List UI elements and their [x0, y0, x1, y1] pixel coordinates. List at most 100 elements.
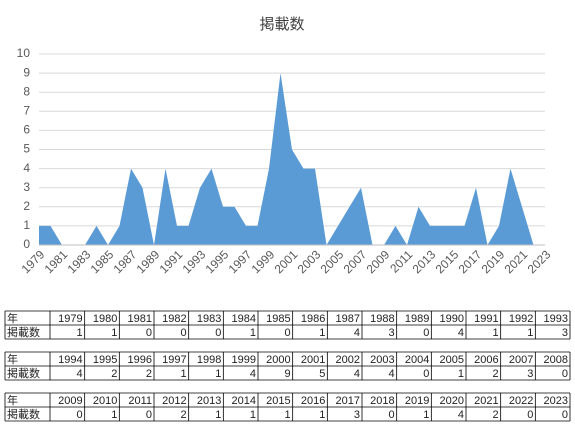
table-year: 2010	[93, 395, 117, 407]
table-value: 4	[77, 368, 83, 380]
x-tick-label: 2017	[456, 247, 485, 276]
table-value: 1	[319, 409, 325, 421]
row-label: 年	[7, 311, 18, 325]
table-year: 1995	[93, 354, 117, 366]
area	[39, 73, 545, 245]
table-value: 0	[285, 327, 291, 339]
x-tick-label: 2005	[318, 247, 347, 276]
row-label: 掲載数	[7, 366, 40, 380]
x-tick-label: 1987	[111, 247, 140, 276]
table-year: 1989	[405, 313, 429, 325]
table-year: 2020	[440, 395, 464, 407]
table-value: 2	[146, 368, 152, 380]
y-tick-label: 5	[23, 142, 30, 156]
y-tick-label: 8	[23, 84, 30, 98]
table-year: 2003	[370, 354, 394, 366]
table-value: 1	[250, 409, 256, 421]
table-year: 2021	[474, 395, 498, 407]
table-year: 2023	[544, 395, 568, 407]
table-value: 0	[562, 368, 568, 380]
x-tick-label: 2023	[525, 247, 554, 276]
x-tick-label: 1995	[203, 247, 232, 276]
table-year: 1998	[197, 354, 221, 366]
table-value: 1	[111, 409, 117, 421]
table-value: 1	[285, 409, 291, 421]
table-year: 2017	[336, 395, 360, 407]
table-value: 3	[562, 327, 568, 339]
row-label: 掲載数	[7, 407, 40, 421]
y-tick-label: 10	[17, 46, 31, 60]
table-year: 1992	[509, 313, 533, 325]
table-year: 1985	[266, 313, 290, 325]
x-tick-label: 2011	[387, 247, 415, 275]
table-value: 0	[146, 409, 152, 421]
x-tick-label: 1997	[226, 247, 255, 276]
table-year: 2018	[370, 395, 394, 407]
table-value: 4	[458, 409, 464, 421]
row-label: 掲載数	[7, 325, 40, 339]
table-value: 1	[215, 409, 221, 421]
y-tick-label: 6	[23, 123, 30, 137]
y-tick-label: 1	[23, 218, 30, 232]
x-tick-label: 2007	[341, 247, 370, 276]
table-value: 0	[423, 368, 429, 380]
table-year: 1987	[336, 313, 360, 325]
table-value: 0	[181, 327, 187, 339]
row-label: 年	[7, 352, 18, 366]
table-value: 9	[285, 368, 291, 380]
table-year: 1988	[370, 313, 394, 325]
table-value: 4	[250, 368, 256, 380]
table-value: 1	[250, 327, 256, 339]
table-year: 1997	[162, 354, 186, 366]
table-year: 1979	[58, 313, 82, 325]
table-value: 2	[181, 409, 187, 421]
y-tick-label: 0	[23, 237, 30, 251]
table-year: 2019	[405, 395, 429, 407]
table-year: 2005	[440, 354, 464, 366]
table-value: 1	[458, 368, 464, 380]
table-year: 2012	[162, 395, 186, 407]
table-value: 1	[527, 327, 533, 339]
table-year: 2000	[266, 354, 290, 366]
table-year: 1990	[440, 313, 464, 325]
table-value: 4	[389, 368, 395, 380]
y-tick-label: 2	[23, 199, 30, 213]
table-year: 2004	[405, 354, 429, 366]
table-value: 4	[354, 327, 360, 339]
table-year: 2009	[58, 395, 82, 407]
table-year: 2022	[509, 395, 533, 407]
table-year: 2006	[474, 354, 498, 366]
y-tick-label: 7	[23, 103, 30, 117]
table-year: 1993	[544, 313, 568, 325]
table-value: 0	[389, 409, 395, 421]
table-value: 1	[215, 368, 221, 380]
table-value: 2	[493, 368, 499, 380]
table-value: 3	[527, 368, 533, 380]
y-tick-label: 9	[23, 65, 30, 79]
table-year: 1986	[301, 313, 325, 325]
x-tick-label: 2019	[479, 247, 508, 276]
table-year: 2011	[128, 395, 152, 407]
table-value: 0	[146, 327, 152, 339]
x-tick-label: 2003	[295, 247, 324, 276]
y-tick-label: 3	[23, 180, 30, 194]
x-tick-label: 1983	[65, 247, 94, 276]
table-value: 3	[354, 409, 360, 421]
y-tick-label: 4	[23, 161, 30, 175]
table-year: 1999	[232, 354, 256, 366]
table-value: 1	[111, 327, 117, 339]
table-year: 1994	[58, 354, 82, 366]
table-year: 1981	[128, 313, 152, 325]
table-value: 4	[354, 368, 360, 380]
x-tick-label: 1981	[42, 247, 71, 276]
table-value: 0	[423, 327, 429, 339]
table-year: 2008	[544, 354, 568, 366]
table-value: 1	[493, 327, 499, 339]
table-value: 5	[319, 368, 325, 380]
row-label: 年	[7, 393, 18, 407]
table-year: 2007	[509, 354, 533, 366]
table-value: 1	[319, 327, 325, 339]
x-tick-label: 1991	[157, 247, 186, 276]
table-year: 1980	[93, 313, 117, 325]
